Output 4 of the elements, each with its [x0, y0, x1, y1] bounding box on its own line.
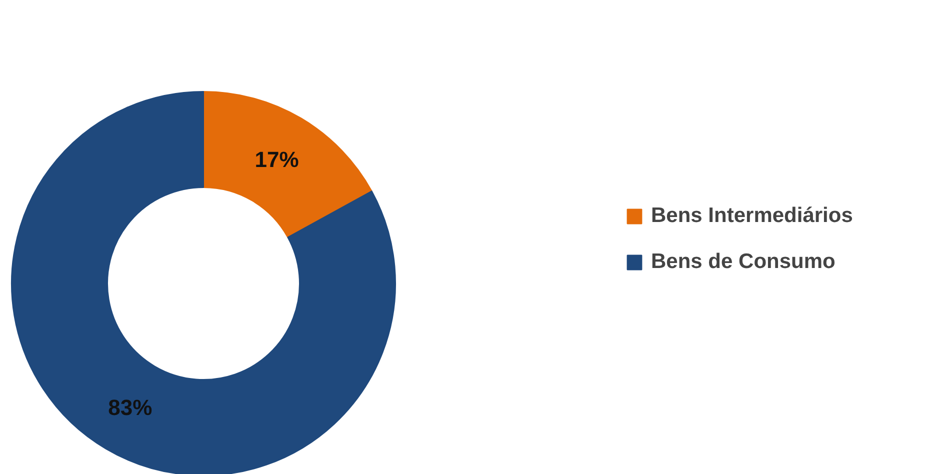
data-label: 17%: [254, 147, 299, 172]
legend-label: Bens Intermediários: [651, 204, 853, 228]
legend-label: Bens de Consumo: [651, 250, 836, 274]
data-label: 83%: [108, 394, 152, 420]
